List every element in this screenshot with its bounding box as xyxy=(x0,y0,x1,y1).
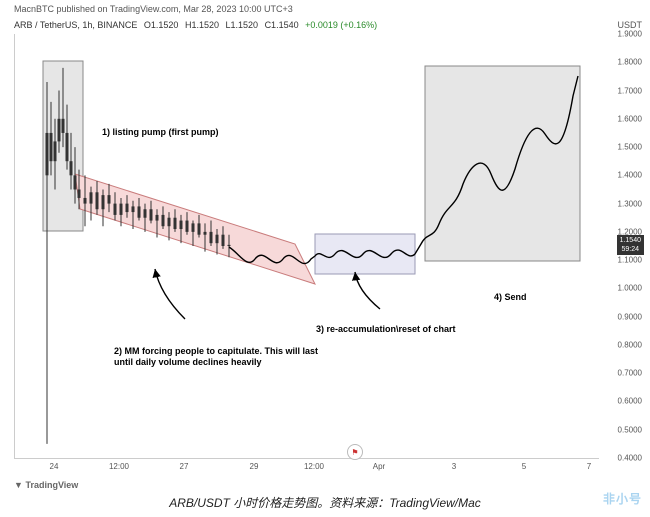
annotation-4: 4) Send xyxy=(494,292,527,302)
x-tick: Apr xyxy=(373,462,385,471)
chart-plot[interactable]: ⚑ xyxy=(14,34,599,459)
ohlc-l: L1.1520 xyxy=(226,20,259,30)
y-tick: 1.7000 xyxy=(618,86,642,95)
chart-svg[interactable] xyxy=(15,34,599,458)
ohlc-o: O1.1520 xyxy=(144,20,179,30)
publisher-line: MacnBTC published on TradingView.com, Ma… xyxy=(14,4,293,14)
y-tick: 1.9000 xyxy=(618,30,642,39)
y-tick: 0.8000 xyxy=(618,340,642,349)
x-tick: 7 xyxy=(587,462,591,471)
price-label: 1.154059:24 xyxy=(617,235,644,255)
y-tick: 0.5000 xyxy=(618,425,642,434)
y-tick: 0.9000 xyxy=(618,312,642,321)
x-tick: 5 xyxy=(522,462,526,471)
x-tick: 12:00 xyxy=(304,462,324,471)
y-tick: 1.3000 xyxy=(618,199,642,208)
x-tick: 27 xyxy=(180,462,189,471)
quote-currency: USDT xyxy=(618,20,643,30)
caption: ARB/USDT 小时价格走势图。资料来源：TradingView/Mac xyxy=(0,494,650,511)
y-tick: 1.4000 xyxy=(618,171,642,180)
ohlc-change: +0.0019 (+0.16%) xyxy=(305,20,377,30)
y-tick: 0.6000 xyxy=(618,397,642,406)
y-axis[interactable]: 1.90001.80001.70001.60001.50001.40001.30… xyxy=(602,34,646,458)
x-tick: 24 xyxy=(50,462,59,471)
chart-container: MacnBTC published on TradingView.com, Ma… xyxy=(0,0,650,517)
ohlc-line: ARB / TetherUS, 1h, BINANCE O1.1520 H1.1… xyxy=(14,20,381,30)
y-tick: 0.7000 xyxy=(618,369,642,378)
tradingview-logo: ▼ TradingView xyxy=(14,480,78,490)
x-tick: 3 xyxy=(452,462,456,471)
ohlc-c: C1.1540 xyxy=(265,20,299,30)
annotation-1: 1) listing pump (first pump) xyxy=(102,127,219,137)
y-tick: 1.5000 xyxy=(618,143,642,152)
annotation-2: 2) MM forcing people to capitulate. This… xyxy=(114,346,334,368)
y-tick: 0.4000 xyxy=(618,454,642,463)
annotation-3: 3) re-accumulation\reset of chart xyxy=(316,324,456,334)
y-tick: 1.8000 xyxy=(618,58,642,67)
ohlc-h: H1.1520 xyxy=(185,20,219,30)
pair: ARB / TetherUS, 1h, BINANCE xyxy=(14,20,137,30)
y-tick: 1.6000 xyxy=(618,114,642,123)
tradingview-logo-text: TradingView xyxy=(25,480,78,490)
watermark: 非小号 xyxy=(603,490,642,507)
y-tick: 1.1000 xyxy=(618,256,642,265)
x-tick: 12:00 xyxy=(109,462,129,471)
y-tick: 1.0000 xyxy=(618,284,642,293)
x-axis[interactable]: 24 12:00 27 29 12:00 Apr 3 5 7 xyxy=(14,458,598,476)
x-tick: 29 xyxy=(250,462,259,471)
